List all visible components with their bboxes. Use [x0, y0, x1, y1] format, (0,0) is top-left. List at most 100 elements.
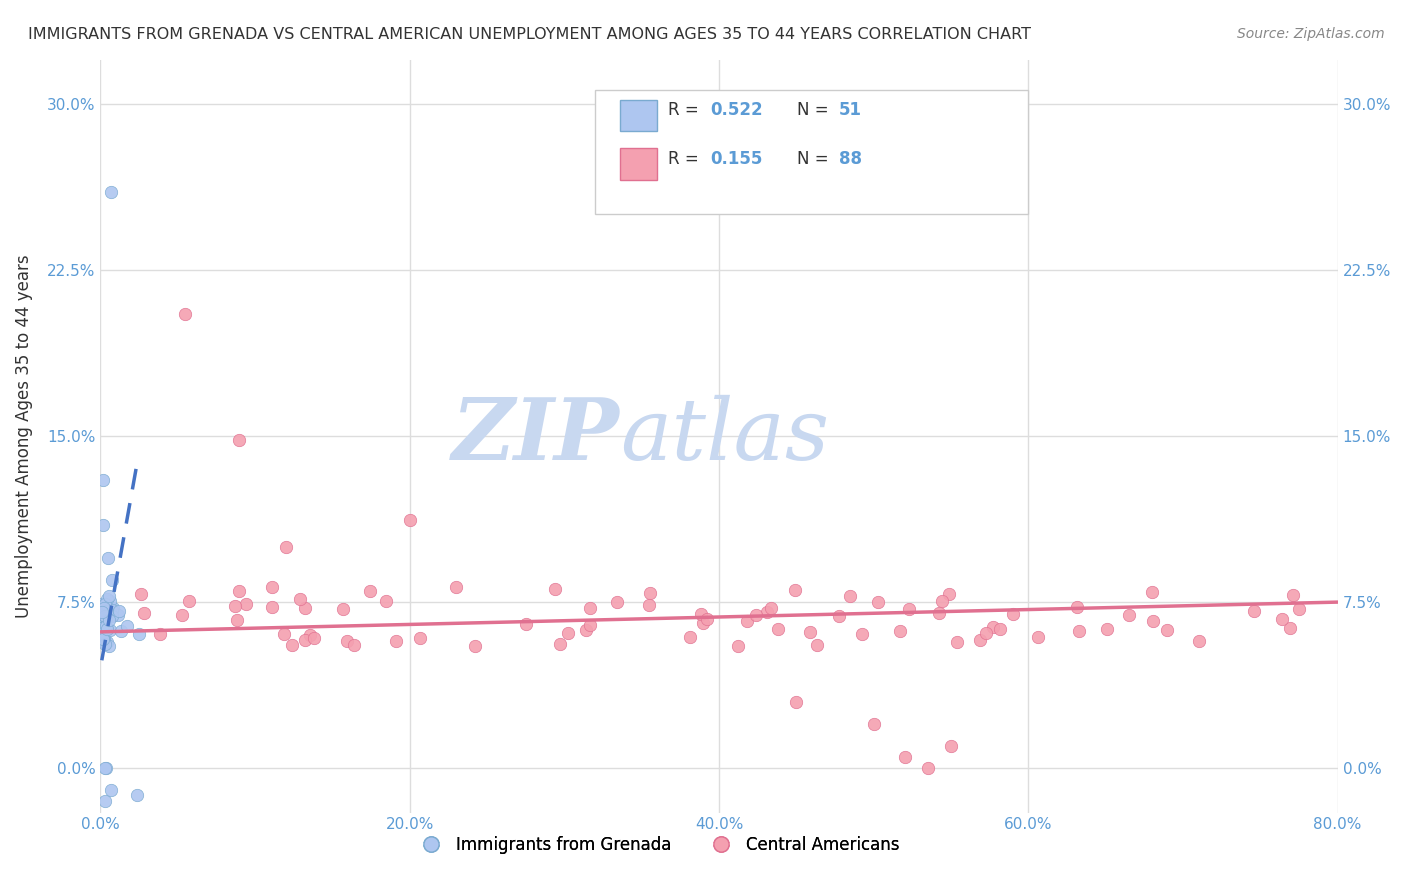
Point: [1279, 621, 1302, 635]
Point: [745, 608, 768, 623]
Point: [93, 609, 115, 624]
Point: [228, 434, 250, 448]
Point: [343, 638, 366, 652]
Point: [273, 626, 295, 640]
Point: [1026, 630, 1049, 644]
Point: [332, 602, 354, 616]
Point: [274, 540, 297, 554]
Point: [170, 608, 193, 623]
Point: [134, 606, 156, 620]
Point: [575, 623, 598, 637]
Point: [91, 632, 114, 646]
Text: 0.155: 0.155: [710, 150, 762, 168]
Point: [838, 589, 860, 603]
Point: [299, 628, 322, 642]
Legend: Immigrants from Grenada, Central Americans: Immigrants from Grenada, Central America…: [408, 830, 907, 861]
Point: [91, 627, 114, 641]
Point: [129, 587, 152, 601]
Point: [90, 606, 112, 620]
Point: [94, 635, 117, 649]
Point: [98, 594, 121, 608]
Point: [755, 606, 778, 620]
Point: [696, 612, 718, 626]
Point: [1270, 612, 1292, 626]
Point: [225, 613, 247, 627]
Point: [1288, 602, 1310, 616]
Point: [385, 634, 408, 648]
Point: [544, 582, 567, 596]
Point: [735, 615, 758, 629]
Point: [101, 573, 124, 587]
Text: N =: N =: [797, 101, 834, 119]
Point: [177, 594, 200, 608]
Point: [1001, 607, 1024, 622]
Point: [108, 604, 131, 618]
Point: [290, 591, 312, 606]
Point: [101, 602, 124, 616]
Point: [91, 632, 114, 646]
Point: [260, 600, 283, 615]
Point: [759, 600, 782, 615]
Point: [1243, 604, 1265, 618]
Point: [302, 632, 325, 646]
Point: [96, 619, 118, 633]
Point: [128, 627, 150, 641]
Point: [96, 761, 118, 775]
Point: [98, 613, 121, 627]
Point: [463, 639, 485, 653]
Point: [359, 584, 381, 599]
Point: [692, 615, 714, 630]
Point: [1118, 607, 1140, 622]
Point: [548, 637, 571, 651]
Text: atlas: atlas: [620, 395, 830, 477]
Point: [799, 625, 821, 640]
Text: 88: 88: [839, 150, 862, 168]
Point: [917, 761, 939, 775]
Point: [90, 621, 112, 635]
Point: [981, 620, 1004, 634]
Point: [637, 598, 659, 612]
Y-axis label: Unemployment Among Ages 35 to 44 years: Unemployment Among Ages 35 to 44 years: [15, 254, 32, 618]
Point: [97, 550, 120, 565]
Point: [90, 597, 112, 611]
Point: [94, 605, 117, 619]
Point: [515, 617, 537, 632]
Point: [294, 601, 316, 615]
Point: [939, 739, 962, 753]
Point: [101, 609, 124, 624]
Point: [1142, 615, 1164, 629]
Point: [100, 783, 122, 797]
Point: [893, 750, 915, 764]
Point: [1095, 623, 1118, 637]
Point: [125, 788, 148, 802]
Point: [806, 638, 828, 652]
Point: [336, 634, 359, 648]
Point: [945, 635, 967, 649]
Point: [928, 606, 950, 620]
Point: [638, 586, 661, 600]
Point: [96, 622, 118, 636]
Point: [889, 624, 911, 638]
Point: [766, 622, 789, 636]
Point: [828, 609, 851, 624]
Point: [678, 630, 700, 644]
Text: 0.522: 0.522: [710, 101, 763, 119]
Point: [228, 583, 250, 598]
Point: [94, 637, 117, 651]
Point: [101, 607, 124, 622]
Point: [969, 632, 991, 647]
Text: R =: R =: [668, 150, 704, 168]
Point: [727, 639, 749, 653]
Point: [409, 631, 432, 645]
Point: [398, 513, 420, 527]
Text: 51: 51: [839, 101, 862, 119]
Point: [862, 717, 884, 731]
Text: N =: N =: [797, 150, 834, 168]
Point: [93, 632, 115, 646]
Text: IMMIGRANTS FROM GRENADA VS CENTRAL AMERICAN UNEMPLOYMENT AMONG AGES 35 TO 44 YEA: IMMIGRANTS FROM GRENADA VS CENTRAL AMERI…: [28, 27, 1031, 42]
Point: [96, 592, 118, 607]
Text: ZIP: ZIP: [453, 394, 620, 478]
Point: [235, 597, 257, 611]
Point: [94, 609, 117, 624]
FancyBboxPatch shape: [595, 90, 1028, 214]
